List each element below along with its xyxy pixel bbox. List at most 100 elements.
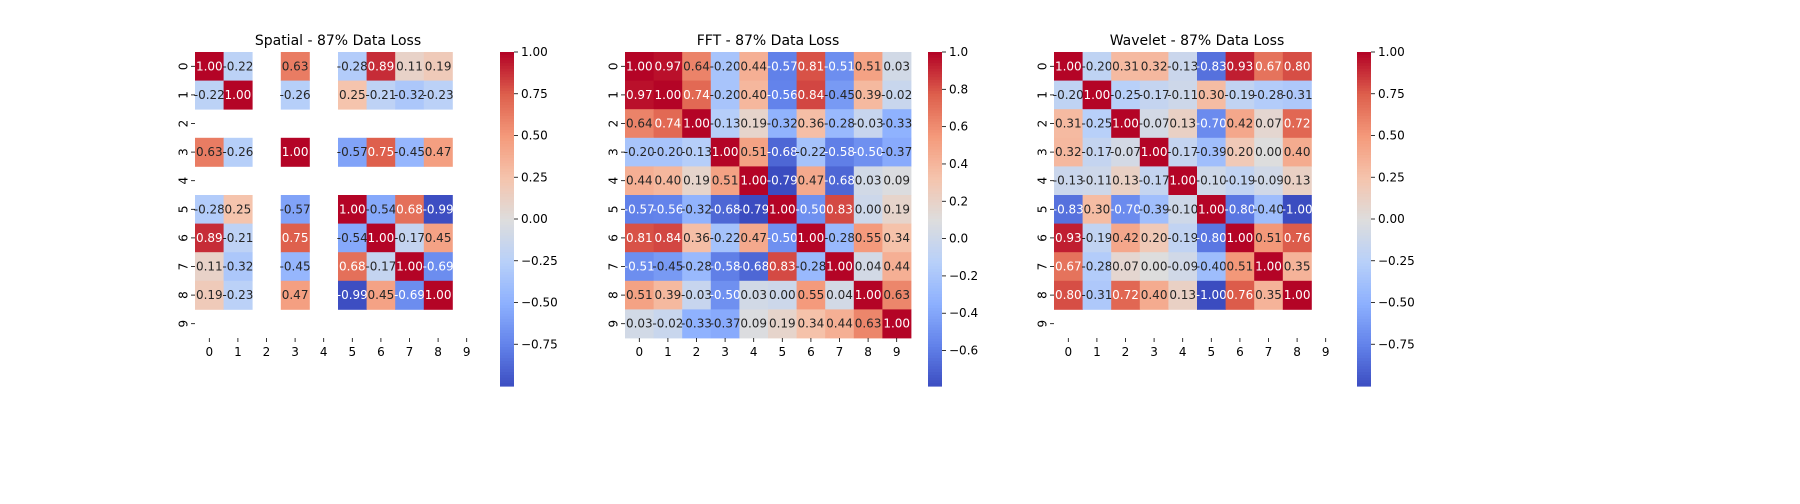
heatmap-cell-6-9: [882, 223, 912, 253]
cell-label-4-0: -0.13: [1053, 174, 1084, 188]
colorbar-segment: [928, 116, 942, 120]
colorbar-segment: [500, 321, 514, 326]
x-tick-label: 8: [434, 345, 442, 359]
heatmap-cell-5-8: [423, 195, 453, 224]
cell-label-0-9: 0.03: [883, 59, 910, 73]
heatmap-cell-4-0: [1054, 166, 1083, 196]
colorbar-segment: [500, 369, 514, 373]
cell-label-4-2: 0.19: [683, 174, 710, 188]
colorbar-segment: [500, 257, 514, 262]
cell-label-8-5: -1.00: [1196, 288, 1227, 302]
colorbar-segment: [1357, 146, 1371, 151]
colorbar-segment: [1357, 196, 1371, 201]
cell-label-1-8: 0.39: [855, 88, 882, 102]
cell-label-9-9: 1.00: [883, 317, 910, 331]
cell-label-3-8: 0.40: [1284, 145, 1311, 159]
colorbar-segment: [500, 196, 514, 201]
cell-label-8-2: 0.72: [1112, 288, 1139, 302]
heatmap-cell-0-8: [423, 52, 453, 81]
colorbar-segment: [928, 138, 942, 142]
colorbar-segment: [1357, 207, 1371, 212]
colorbar-segment: [1357, 79, 1371, 84]
heatmap-cell-0-2: [1111, 52, 1141, 81]
heatmap-cell-8-4: [1168, 280, 1198, 310]
heatmap-cell-3-6: [366, 137, 396, 167]
heatmap-cell-3-0: [1054, 137, 1083, 167]
cell-label-1-4: -0.11: [1167, 88, 1198, 102]
colorbar-segment: [1357, 107, 1371, 112]
cell-label-4-6: -0.19: [1224, 174, 1255, 188]
heatmap-cell-5-3: [280, 195, 310, 224]
colorbar-segment: [928, 141, 942, 145]
cell-label-5-8: -1.00: [1282, 202, 1313, 216]
heatmap-cell-1-5: [338, 80, 367, 110]
cell-label-3-7: -0.45: [394, 145, 425, 159]
heatmap-cell-8-1: [1082, 280, 1112, 310]
colorbar-segment: [1357, 352, 1371, 356]
cell-label-5-6: -0.80: [1224, 202, 1255, 216]
cell-label-3-8: -0.50: [853, 145, 884, 159]
cell-label-8-0: 0.19: [196, 288, 223, 302]
cell-label-0-0: 1.00: [626, 59, 653, 73]
colorbar-segment: [1357, 102, 1371, 106]
colorbar-segment: [500, 185, 514, 189]
colorbar-segment: [928, 205, 942, 209]
colorbar-segment: [1357, 291, 1371, 295]
heatmap-cell-1-8: [423, 80, 453, 110]
cell-label-3-0: -0.20: [624, 145, 655, 159]
cell-label-1-7: -0.28: [1253, 88, 1284, 102]
heatmap-cell-6-2: [682, 223, 712, 253]
colorbar-segment: [928, 152, 942, 156]
cell-label-7-2: 0.07: [1112, 260, 1139, 274]
colorbar-segment: [1357, 341, 1371, 345]
colorbar-segment: [1357, 316, 1371, 320]
heatmap-cell-9-4: [739, 309, 769, 339]
heatmap-cell-0-1: [223, 52, 253, 81]
colorbar-segment: [500, 291, 514, 295]
heatmap-cell-4-8: [1282, 166, 1312, 196]
colorbar-segment: [928, 143, 942, 148]
cell-label-4-7: -0.68: [824, 174, 855, 188]
colorbar-segment: [500, 138, 514, 142]
colorbar-segment: [1357, 321, 1371, 326]
cell-label-3-2: -0.13: [681, 145, 712, 159]
y-tick-label: 2: [1036, 120, 1050, 128]
heatmap-cell-4-6: [1225, 166, 1255, 196]
cell-label-8-5: 0.00: [769, 288, 796, 302]
cell-label-2-3: -0.13: [710, 117, 741, 131]
heatmap-cell-1-2: [1111, 80, 1141, 110]
heatmap-cell-4-5: [768, 166, 797, 196]
colorbar-segment: [1357, 355, 1371, 359]
heatmap-cell-1-3: [280, 80, 310, 110]
heatmap-cell-3-4: [1168, 137, 1198, 167]
colorbar-segment: [928, 338, 942, 343]
heatmap-cell-4-6: [796, 166, 826, 196]
cell-label-8-7: -0.69: [394, 288, 425, 302]
cell-label-4-2: 0.13: [1112, 174, 1139, 188]
heatmap-cell-5-2: [1111, 195, 1141, 224]
colorbar-segment: [928, 360, 942, 365]
colorbar-segment: [500, 366, 514, 370]
colorbar-segment: [500, 260, 514, 265]
heatmap-cell-0-7: [825, 52, 855, 81]
colorbar-segment: [928, 335, 942, 340]
colorbar-segment: [500, 235, 514, 240]
colorbar-segment: [500, 244, 514, 248]
colorbar-segment: [928, 79, 942, 84]
heatmap-cell-1-1: [1082, 80, 1112, 110]
colorbar-segment: [928, 380, 942, 384]
cell-label-8-0: 0.80: [1055, 288, 1082, 302]
colorbar-segment: [1357, 152, 1371, 156]
colorbar-segment: [1357, 116, 1371, 120]
heatmap-cell-9-3: [710, 309, 740, 339]
colorbar-segment: [500, 263, 514, 267]
colorbar-segment: [1357, 283, 1371, 287]
x-tick-label: 7: [836, 345, 844, 359]
colorbar-tick-label: 0.2: [949, 194, 968, 208]
colorbar-segment: [500, 143, 514, 148]
cell-label-1-5: -0.56: [767, 88, 798, 102]
colorbar-segment: [500, 285, 514, 290]
cell-label-7-2: -0.28: [681, 260, 712, 274]
colorbar-segment: [500, 160, 514, 164]
